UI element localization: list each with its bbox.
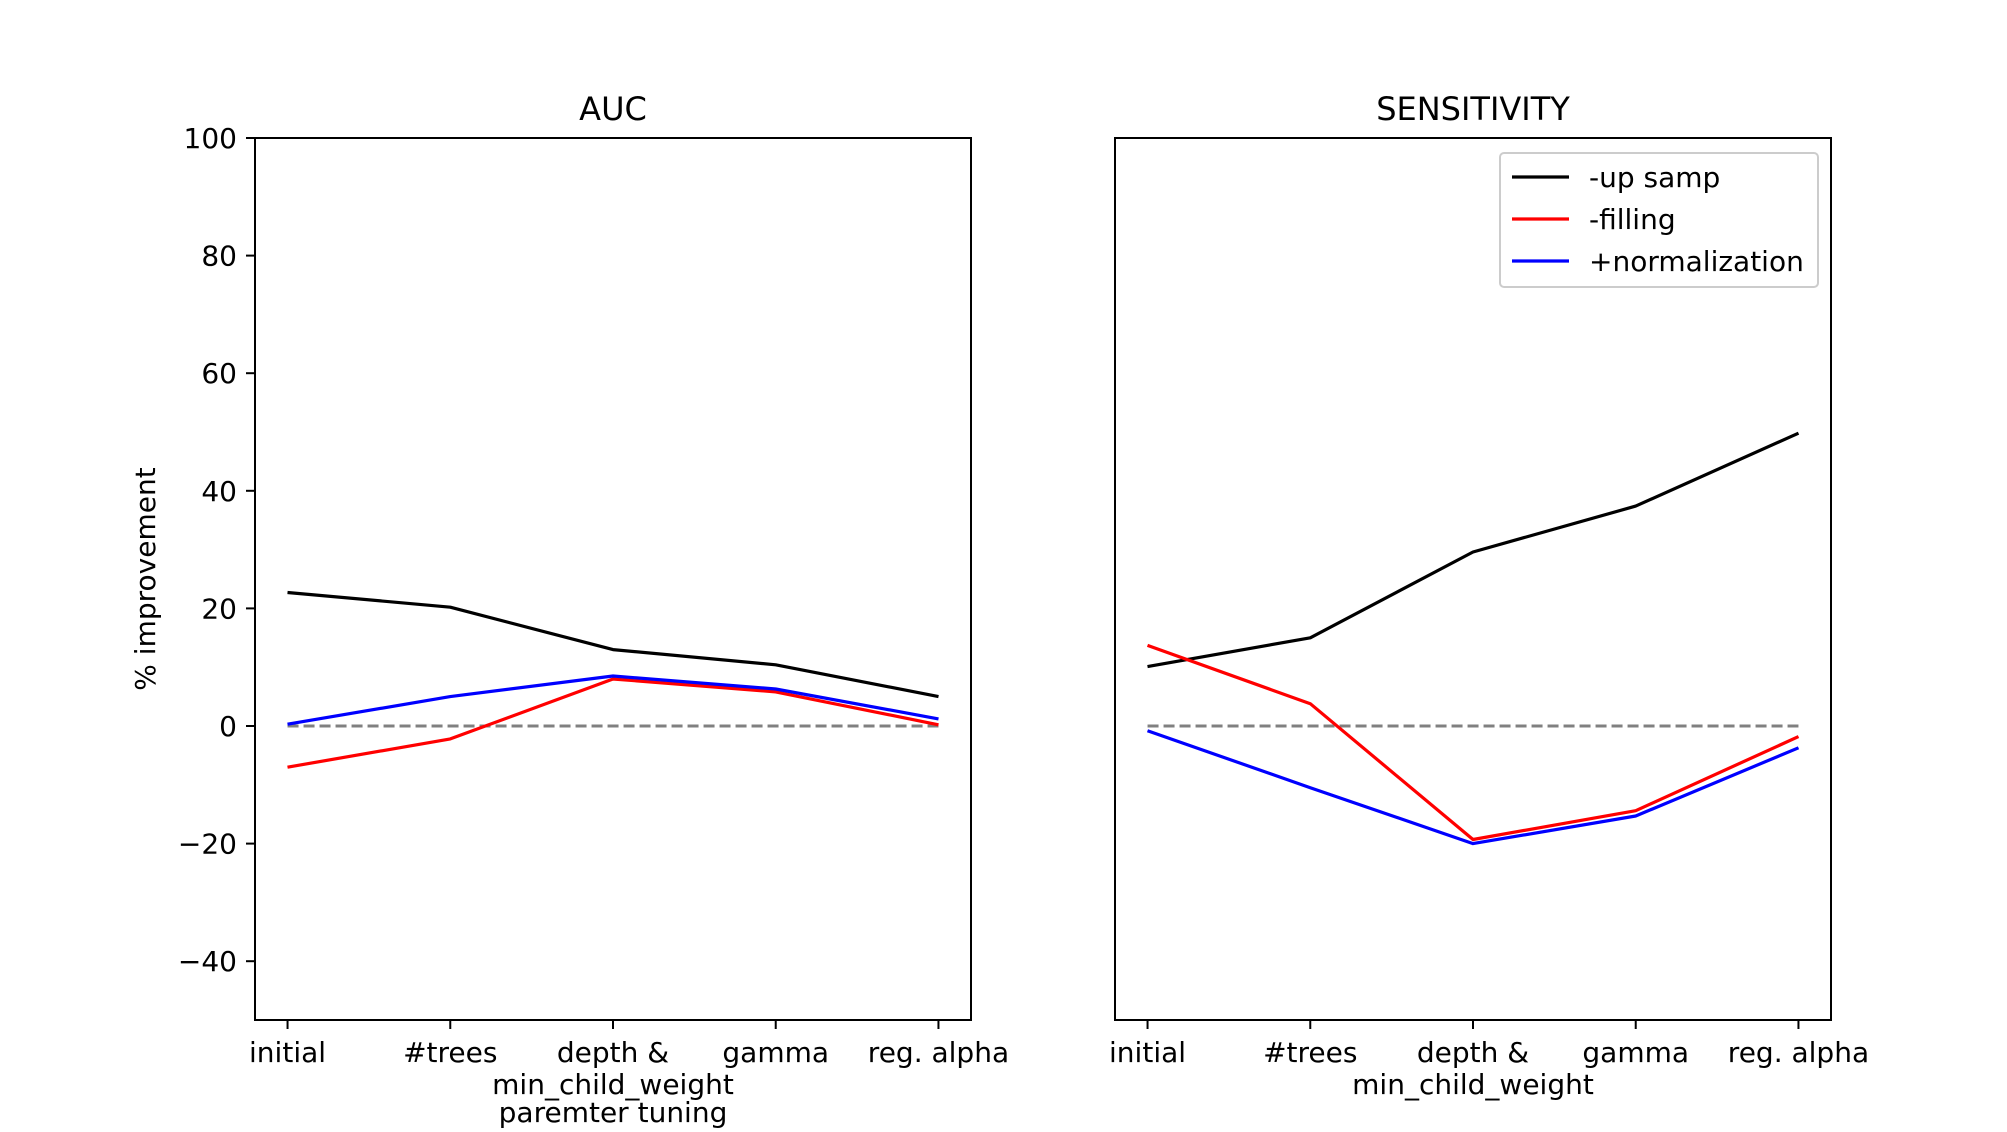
y-tick-label: −20 [178,828,237,861]
series-line-1 [1147,431,1800,669]
legend-label: -up samp [1589,161,1720,194]
chart-panel-1: initial #trees depth & min_child_weightgamm… [129,90,1009,1129]
series-line-3 [1146,729,1800,846]
x-tick-label: initial [1109,1036,1186,1069]
y-tick-label: 100 [184,122,237,155]
x-tick-label: gamma [722,1036,829,1069]
y-tick-label: 60 [201,357,237,390]
x-axis-label: paremter tuning [499,1096,728,1129]
series-line-2 [1146,643,1800,842]
x-tick-label: #trees [403,1036,497,1069]
series-line-1 [287,590,939,699]
legend-box [1499,152,1819,288]
chart-panel-2: initial #trees depth & min_child_weightgamm… [1109,90,1869,1101]
y-tick-label: −40 [178,945,237,978]
x-tick-label: depth & min_child_weight [1352,1036,1594,1101]
y-axis-label: % improvement [129,467,162,690]
legend: -up samp -filling +normalization [1499,152,1819,288]
series-line-2 [287,677,939,769]
chart-title: AUC [579,90,647,128]
legend-label: +normalization [1589,245,1804,278]
y-tick-label: 40 [201,475,237,508]
x-tick-label: depth & min_child_weight [492,1036,734,1101]
plot-frame [254,137,972,1021]
x-tick-label: reg. alpha [868,1036,1009,1069]
x-tick-label: reg. alpha [1728,1036,1869,1069]
series-line-3 [287,674,939,726]
chart-title: SENSITIVITY [1376,90,1570,128]
legend-label: -filling [1589,203,1676,236]
x-tick-label: gamma [1582,1036,1689,1069]
y-tick-label: 0 [219,710,237,743]
y-tick-label: 80 [201,240,237,273]
x-tick-label: #trees [1263,1036,1357,1069]
y-tick-label: 20 [201,592,237,625]
x-tick-label: initial [249,1036,326,1069]
